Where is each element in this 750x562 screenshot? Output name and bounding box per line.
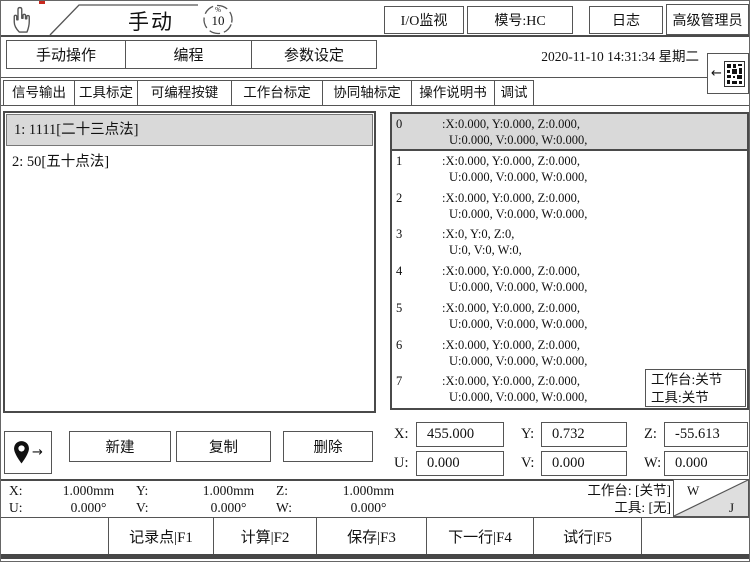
v-step-label: V: bbox=[136, 500, 149, 515]
subtab-programmable-keys[interactable]: 可编程按键 bbox=[137, 80, 232, 106]
y-coord-label: Y: bbox=[521, 426, 535, 442]
v-coord-field[interactable]: 0.000 bbox=[541, 451, 627, 476]
datetime-display: 2020-11-10 14:31:34 星期二 bbox=[541, 49, 699, 64]
admin-level-button[interactable]: 高级管理员 bbox=[666, 4, 749, 35]
jog-step-values: X: 1.000mm Y: 1.000mm Z: 1.000mm U: 0.00… bbox=[9, 483, 416, 517]
frame-status-text: 工作台: [关节] 工具: [无] bbox=[481, 482, 671, 516]
world-mode-letter: W bbox=[687, 483, 700, 498]
point-row[interactable]: 2 :X:0.000, Y:0.000, Z:0.000, U:0.000, V… bbox=[396, 190, 588, 221]
sub-tab-bar: 信号输出 工具标定 可编程按键 工作台标定 协同轴标定 操作说明书 调试 bbox=[3, 80, 534, 106]
y-step-value: 1.000mm bbox=[202, 483, 255, 498]
delete-button[interactable]: 删除 bbox=[283, 431, 373, 462]
location-pin-icon bbox=[14, 441, 29, 464]
mode-banner-shape bbox=[49, 4, 198, 36]
point-row[interactable]: 4 :X:0.000, Y:0.000, Z:0.000, U:0.000, V… bbox=[396, 264, 588, 294]
fkey-trial-run-f5[interactable]: 试行|F5 bbox=[534, 518, 642, 554]
w-step-label: W: bbox=[276, 500, 292, 515]
io-monitor-button[interactable]: I/O监视 bbox=[384, 6, 464, 34]
point-row[interactable]: 0 :X:0.000, Y:0.000, Z:0.000, U:0.000, V… bbox=[392, 114, 747, 151]
calibration-list-item[interactable]: 2: 50[五十点法] bbox=[12, 154, 110, 170]
point-row[interactable]: 6 :X:0.000, Y:0.000, Z:0.000, U:0.000, V… bbox=[396, 337, 588, 368]
tab-parameter-settings[interactable]: 参数设定 bbox=[251, 40, 377, 69]
log-button[interactable]: 日志 bbox=[589, 6, 663, 34]
x-coord-field[interactable]: 455.000 bbox=[416, 422, 504, 447]
y-coord-field[interactable]: 0.732 bbox=[541, 422, 627, 447]
tab-manual-operation[interactable]: 手动操作 bbox=[6, 40, 126, 69]
speed-dial[interactable]: % 10 bbox=[197, 3, 239, 36]
subtab-debug[interactable]: 调试 bbox=[494, 80, 534, 106]
back-arrow-icon: ← bbox=[711, 66, 722, 81]
tool-status: 工具: [无] bbox=[614, 500, 671, 515]
fkey-record-point-f1[interactable]: 记录点|F1 bbox=[109, 518, 214, 554]
mode-label: 手动 bbox=[128, 10, 174, 34]
fkey-calculate-f2[interactable]: 计算|F2 bbox=[214, 518, 317, 554]
y-step-label: Y: bbox=[136, 483, 149, 498]
function-key-bar: 记录点|F1 计算|F2 保存|F3 下一行|F4 试行|F5 bbox=[1, 517, 749, 554]
point-row[interactable]: 1 :X:0.000, Y:0.000, Z:0.000, U:0.000, V… bbox=[396, 153, 588, 184]
workbench-frame-mode: 工作台:关节 bbox=[651, 372, 723, 387]
speed-unit: % bbox=[215, 6, 221, 14]
v-step-value: 0.000° bbox=[210, 500, 247, 515]
pin-arrow-icon: → bbox=[32, 445, 43, 460]
world-joint-toggle[interactable]: W J bbox=[673, 479, 749, 517]
bottom-bar bbox=[1, 554, 749, 559]
tab-programming[interactable]: 编程 bbox=[125, 40, 252, 69]
joint-mode-letter: J bbox=[729, 500, 734, 515]
point-row[interactable]: 7 :X:0.000, Y:0.000, Z:0.000, U:0.000, V… bbox=[396, 374, 588, 405]
v-coord-label: V: bbox=[521, 455, 535, 471]
matrix-grid-icon bbox=[723, 60, 745, 87]
red-marker bbox=[39, 1, 45, 4]
z-coord-label: Z: bbox=[644, 426, 657, 442]
frame-mode-overlay: 工作台:关节 工具:关节 bbox=[645, 369, 746, 407]
z-step-value: 1.000mm bbox=[342, 483, 395, 498]
subtab-operation-manual[interactable]: 操作说明书 bbox=[411, 80, 495, 106]
matrix-nav-button[interactable]: ← bbox=[707, 53, 749, 94]
workbench-status: 工作台: [关节] bbox=[587, 483, 671, 498]
top-bar: 手动 % 10 I/O监视 模号:HC 日志 高级管理员 bbox=[1, 1, 749, 37]
speed-value: 10 bbox=[211, 13, 225, 28]
fkey-empty bbox=[642, 518, 749, 554]
model-number-button[interactable]: 模号:HC bbox=[467, 6, 573, 34]
fkey-empty bbox=[1, 518, 109, 554]
divider-line bbox=[1, 77, 707, 78]
point-row[interactable]: 3 :X:0, Y:0, Z:0, U:0, V:0, W:0, bbox=[396, 227, 522, 258]
u-coord-label: U: bbox=[394, 455, 409, 471]
point-list-panel: 0 :X:0.000, Y:0.000, Z:0.000, U:0.000, V… bbox=[390, 112, 749, 410]
x-step-label: X: bbox=[9, 483, 23, 498]
z-coord-field[interactable]: -55.613 bbox=[664, 422, 748, 447]
new-button[interactable]: 新建 bbox=[69, 431, 171, 462]
z-step-label: Z: bbox=[276, 483, 288, 498]
u-step-label: U: bbox=[9, 500, 23, 515]
subtab-signal-output[interactable]: 信号输出 bbox=[3, 80, 75, 106]
calibration-list-item[interactable]: 1: 1111[二十三点法] bbox=[6, 114, 373, 146]
copy-button[interactable]: 复制 bbox=[176, 431, 271, 462]
hand-mode-icon bbox=[13, 6, 30, 33]
status-bar: X: 1.000mm Y: 1.000mm Z: 1.000mm U: 0.00… bbox=[1, 479, 749, 517]
subtab-workbench-calibration[interactable]: 工作台标定 bbox=[231, 80, 323, 106]
record-position-button[interactable]: → bbox=[4, 431, 52, 474]
fkey-save-f3[interactable]: 保存|F3 bbox=[317, 518, 427, 554]
divider-line bbox=[1, 105, 749, 106]
subtab-coaxis-calibration[interactable]: 协同轴标定 bbox=[322, 80, 412, 106]
u-coord-field[interactable]: 0.000 bbox=[416, 451, 504, 476]
calibration-list-panel: 1: 1111[二十三点法] 2: 50[五十点法] bbox=[3, 111, 376, 413]
subtab-tool-calibration[interactable]: 工具标定 bbox=[74, 80, 138, 106]
w-step-value: 0.000° bbox=[350, 500, 387, 515]
w-coord-label: W: bbox=[644, 455, 662, 471]
u-step-value: 0.000° bbox=[70, 500, 107, 515]
tool-frame-mode: 工具:关节 bbox=[651, 390, 709, 405]
x-coord-label: X: bbox=[394, 426, 409, 442]
speed-dial-icon bbox=[203, 4, 233, 35]
fkey-next-line-f4[interactable]: 下一行|F4 bbox=[427, 518, 534, 554]
w-coord-field[interactable]: 0.000 bbox=[664, 451, 748, 476]
point-row[interactable]: 5 :X:0.000, Y:0.000, Z:0.000, U:0.000, V… bbox=[396, 300, 588, 331]
x-step-value: 1.000mm bbox=[62, 483, 115, 498]
